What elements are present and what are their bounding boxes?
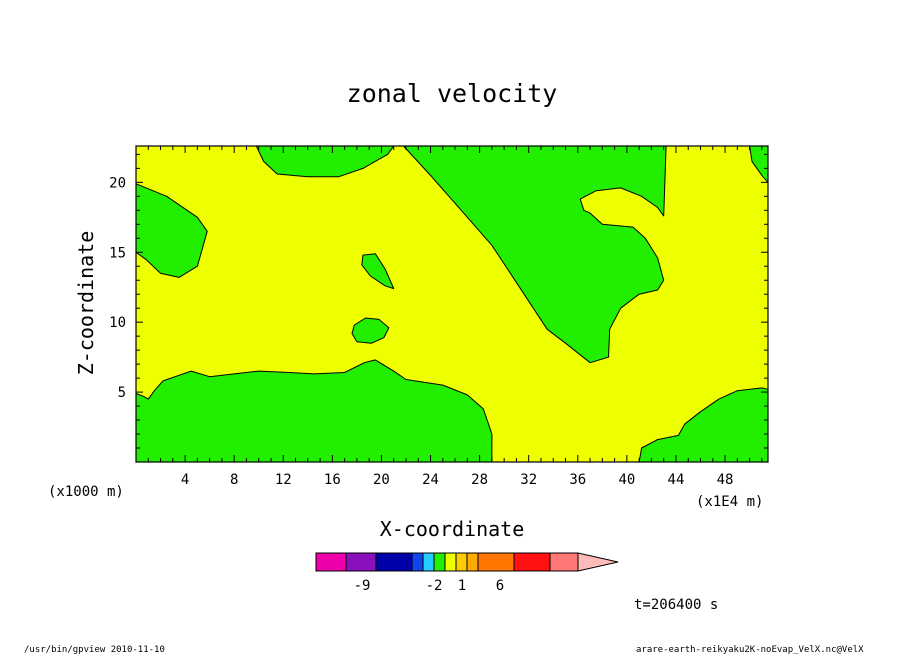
colorbar-swatch xyxy=(315,552,347,572)
contour-region-center-right xyxy=(403,145,667,364)
footer-left: /usr/bin/gpview 2010-11-10 xyxy=(24,645,165,654)
contour-regions xyxy=(135,145,769,463)
contour-region-top-left xyxy=(135,183,208,278)
z-unit-label: (x1000 m) xyxy=(48,484,124,500)
colorbar-swatch xyxy=(411,552,424,572)
colorbar-swatch xyxy=(549,552,579,572)
y-tick-label: 15 xyxy=(109,245,126,261)
x-tick-label: 48 xyxy=(717,472,734,488)
colorbar-swatch xyxy=(422,552,435,572)
chart-title: zonal velocity xyxy=(347,79,558,108)
x-tick-label: 20 xyxy=(373,472,390,488)
colorbar-tick-label: -2 xyxy=(426,578,443,594)
colorbar-swatch xyxy=(433,552,446,572)
y-axis-title: Z-coordinate xyxy=(74,231,98,376)
x-unit-label: (x1E4 m) xyxy=(696,494,763,510)
contour-region-blob-lower xyxy=(351,317,390,344)
x-tick-label: 12 xyxy=(275,472,292,488)
colorbar-tick-label: -9 xyxy=(354,578,371,594)
y-tick-label: 5 xyxy=(118,385,126,401)
x-tick-label: 8 xyxy=(230,472,238,488)
x-tick-label: 44 xyxy=(668,472,685,488)
colorbar-tick-label: 1 xyxy=(458,578,466,594)
x-tick-label: 24 xyxy=(422,472,439,488)
contour-region-top-center xyxy=(255,145,395,178)
colorbar-swatch xyxy=(444,552,457,572)
colorbar-swatch xyxy=(345,552,377,572)
x-tick-label: 32 xyxy=(520,472,537,488)
colorbar-swatch xyxy=(513,552,551,572)
x-tick-label: 28 xyxy=(471,472,488,488)
contour-region-bottom-left xyxy=(135,359,493,463)
colorbar-swatch xyxy=(477,552,515,572)
x-tick-label: 36 xyxy=(569,472,586,488)
y-tick-label: 10 xyxy=(109,315,126,331)
x-tick-label: 40 xyxy=(618,472,635,488)
colorbar-swatch xyxy=(466,552,479,572)
footer-right: arare-earth-reikyaku2K-noEvap_VelX.nc@Ve… xyxy=(636,645,864,654)
plot-frame xyxy=(135,145,769,463)
time-label: t=206400 s xyxy=(634,597,718,613)
x-tick-label: 4 xyxy=(181,472,189,488)
y-tick-label: 20 xyxy=(109,175,126,191)
colorbar-swatch xyxy=(375,552,413,572)
colorbar: -9 -2 1 6 xyxy=(315,552,619,594)
x-axis-title: X-coordinate xyxy=(380,517,525,541)
contour-region-blob-upper xyxy=(361,253,395,290)
colorbar-swatch xyxy=(455,552,468,572)
colorbar-tick-label: 6 xyxy=(496,578,504,594)
x-tick-label: 16 xyxy=(324,472,341,488)
colorbar-extension-arrow xyxy=(577,552,619,572)
